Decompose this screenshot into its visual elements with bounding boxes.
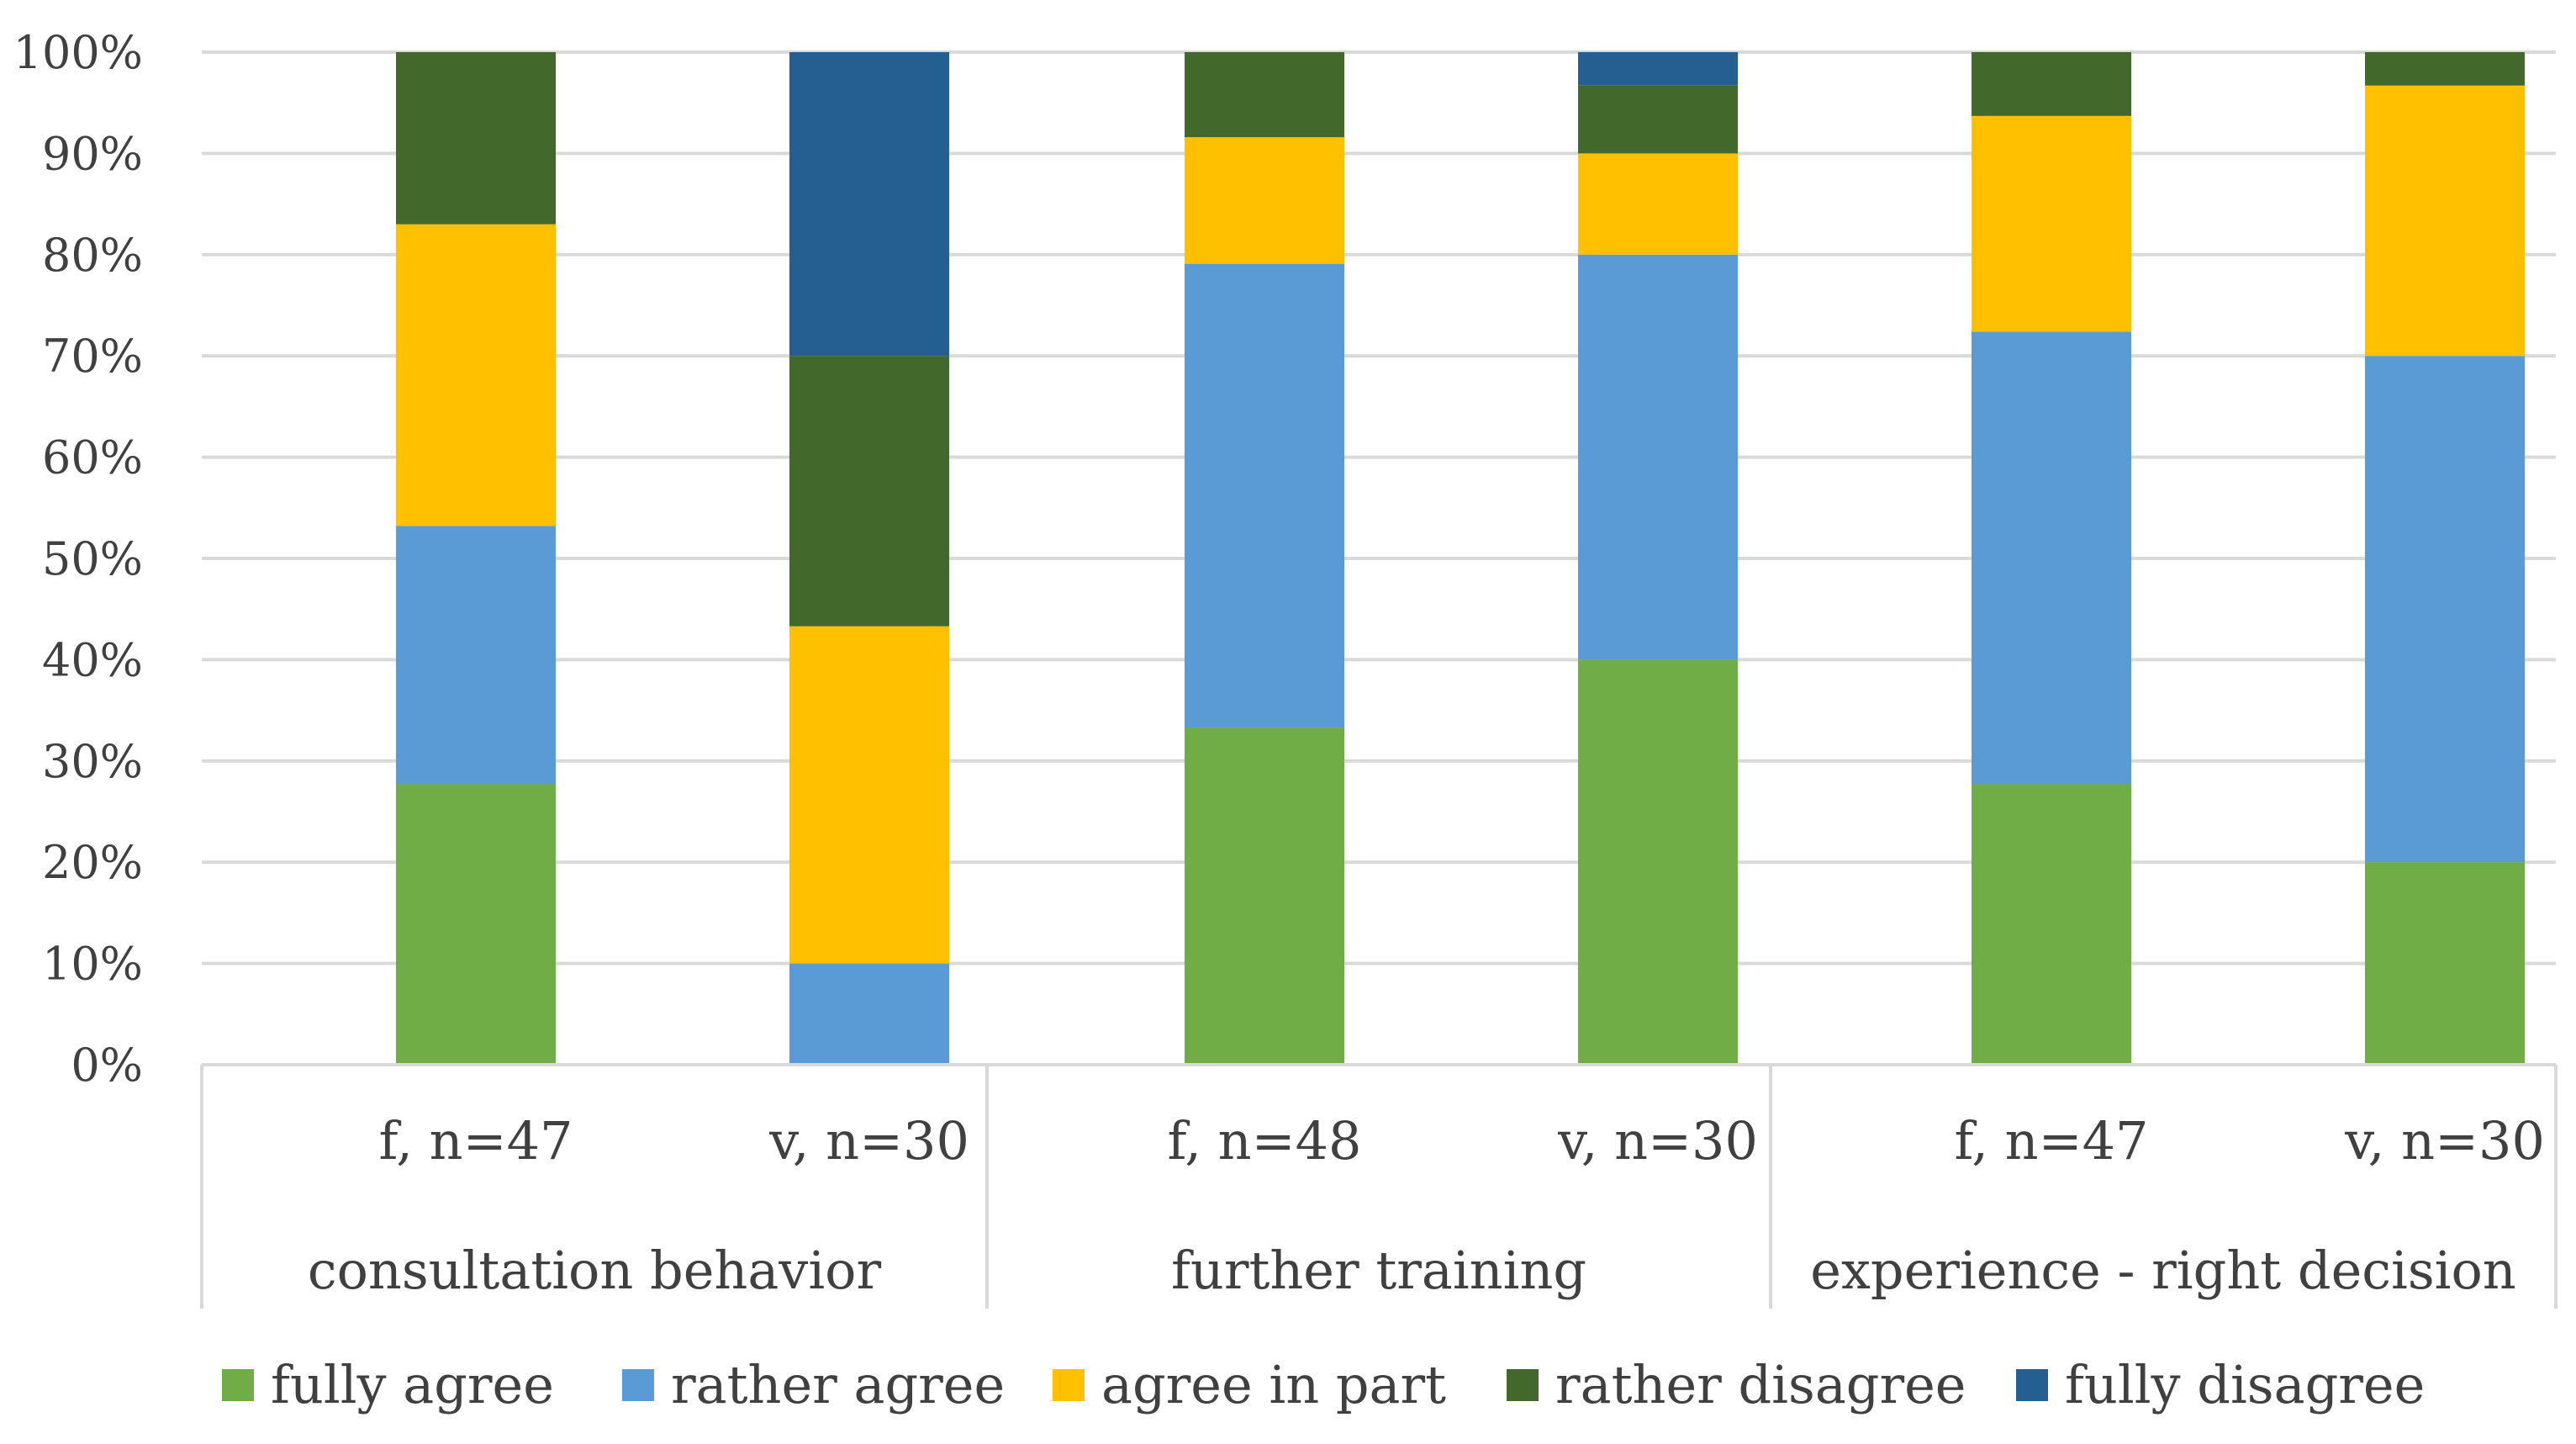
bar-segment-rather-agree [396,526,556,785]
y-tick-label: 50% [42,532,143,585]
bar-segment-fully-agree [1972,784,2131,1065]
bar-segment-rather-agree [2365,356,2525,863]
y-tick-label: 70% [42,330,143,383]
bar-segment-fully-agree [396,784,556,1065]
x-group-label: experience - right decision [1810,1240,2515,1301]
bar-segment-rather-agree [789,963,949,1065]
y-tick-label: 60% [42,431,143,484]
x-category-label: v, n=30 [2344,1110,2545,1172]
grid-layer [202,50,2556,1066]
x-category-label: f, n=48 [1168,1110,1362,1172]
bar-segment-fully-agree [1185,727,1344,1065]
bar-segment-fully-disagree [789,52,949,357]
x-category-label: v, n=30 [1557,1110,1758,1172]
bar-segment-agree-in-part [1578,153,1738,255]
legend-swatch [2016,1369,2048,1401]
bar-segment-fully-disagree [1578,52,1738,86]
legend-swatch [1507,1369,1539,1401]
bar-segment-rather-disagree [1578,85,1738,154]
bar-segment-rather-agree [1185,263,1344,728]
y-tick-label: 30% [42,735,143,788]
bar-segment-agree-in-part [1972,115,2131,332]
y-tick-label: 20% [42,836,143,889]
bar-segment-agree-in-part [1185,137,1344,264]
legend-label: agree in part [1101,1354,1446,1415]
bar-segment-agree-in-part [396,224,556,526]
y-tick-label: 100% [13,26,143,79]
x-category-label: f, n=47 [379,1110,573,1172]
legend-layer: fully agree rather agree agree in part rath… [222,1354,2425,1415]
bar-segment-rather-disagree [1972,52,2131,116]
x-group-label: consultation behavior [308,1240,882,1301]
y-tick-label: 90% [42,127,143,180]
x-category-label: f, n=47 [1955,1110,2149,1172]
bar-segment-rather-agree [1578,254,1738,660]
bar-segment-agree-in-part [2365,85,2525,357]
bar-segment-rather-disagree [789,356,949,627]
bar-layer [396,52,2525,1065]
bar-segment-fully-agree [2365,862,2525,1065]
y-tick-label: 40% [42,633,143,686]
x-group-label: further training [1171,1240,1586,1301]
legend-label: rather agree [671,1354,1005,1415]
legend-swatch [622,1369,654,1401]
legend-label: fully disagree [2065,1354,2425,1415]
y-tick-label: 0% [71,1039,143,1092]
legend-swatch [222,1369,254,1401]
bar-segment-rather-disagree [396,52,556,225]
bar-segment-rather-disagree [2365,52,2525,86]
x-category-label: v, n=30 [768,1110,969,1172]
legend-label: rather disagree [1555,1354,1966,1415]
axis-layer: 0% 10% 20% 30% 40% 50% 60% 70% 80% 90% 100% f, n=47… [13,26,2558,1309]
legend-label: fully agree [271,1354,554,1415]
bar-segment-fully-agree [1578,659,1738,1065]
bar-segment-rather-disagree [1185,52,1344,138]
y-tick-label: 80% [42,229,143,282]
bar-segment-agree-in-part [789,626,949,964]
bar-segment-rather-agree [1972,331,2131,785]
legend-swatch [1053,1369,1085,1401]
y-tick-label: 10% [42,938,143,991]
